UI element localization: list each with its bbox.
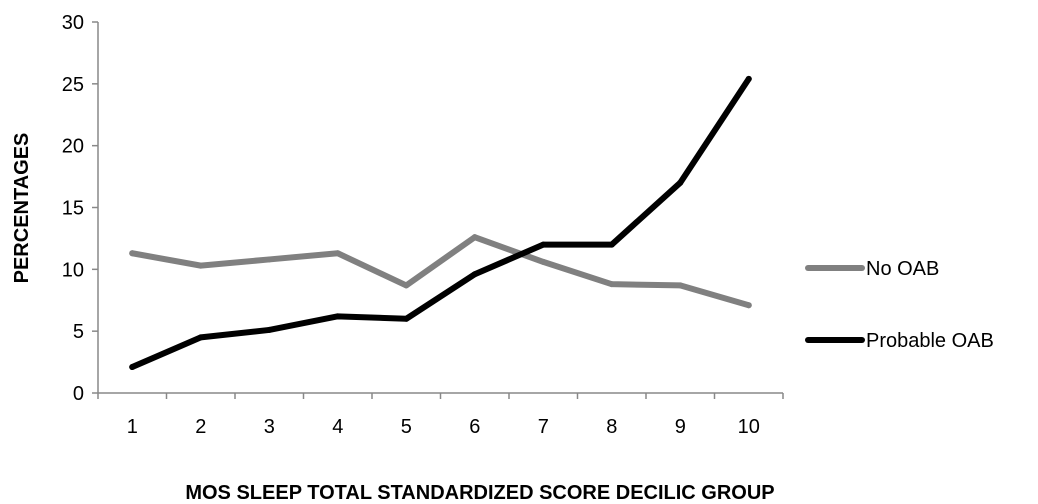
x-tick-label: 6 [469, 416, 480, 438]
x-axis: 1 2 3 4 5 6 7 8 9 10 [97, 392, 784, 438]
y-axis-title: PERCENTAGES [11, 133, 33, 284]
x-axis-title: MOS SLEEP TOTAL STANDARDIZED SCORE DECIL… [185, 482, 774, 504]
x-tick-label: 2 [195, 416, 206, 438]
x-tick-label: 10 [738, 416, 760, 438]
legend-label: No OAB [866, 258, 939, 280]
y-tick-label: 30 [62, 12, 84, 34]
data-point [471, 271, 478, 278]
series-line-1 [129, 75, 752, 371]
series-lines [129, 75, 752, 371]
data-point [608, 281, 615, 288]
data-point [266, 326, 273, 333]
y-tick-label: 0 [73, 383, 84, 405]
x-tick-label: 3 [264, 416, 275, 438]
data-point [129, 364, 136, 371]
series-line-0 [129, 234, 752, 309]
y-tick-label: 5 [73, 321, 84, 343]
data-point [266, 256, 273, 263]
data-point [403, 282, 410, 289]
data-point [608, 241, 615, 248]
data-point [540, 241, 547, 248]
y-tick-label: 25 [62, 74, 84, 96]
y-tick-label: 15 [62, 198, 84, 220]
data-point [677, 179, 684, 186]
y-tick-label: 10 [62, 259, 84, 281]
data-point [677, 282, 684, 289]
x-tick-label: 1 [127, 416, 138, 438]
data-point [403, 315, 410, 322]
legend-label: Probable OAB [866, 330, 994, 352]
data-point [334, 313, 341, 320]
x-tick-label: 5 [401, 416, 412, 438]
legend: No OAB Probable OAB [805, 258, 994, 352]
x-tick-label: 9 [675, 416, 686, 438]
data-point [471, 234, 478, 241]
data-point [197, 262, 204, 269]
data-point [540, 258, 547, 265]
data-point [745, 302, 752, 309]
y-tick-label: 20 [62, 136, 84, 158]
data-point [129, 250, 136, 257]
x-tick-label: 8 [606, 416, 617, 438]
data-point [197, 334, 204, 341]
data-point [334, 250, 341, 257]
data-point [745, 75, 752, 82]
x-tick-label: 7 [538, 416, 549, 438]
y-axis: 0 5 10 15 20 25 30 [62, 12, 99, 405]
x-tick-label: 4 [332, 416, 343, 438]
